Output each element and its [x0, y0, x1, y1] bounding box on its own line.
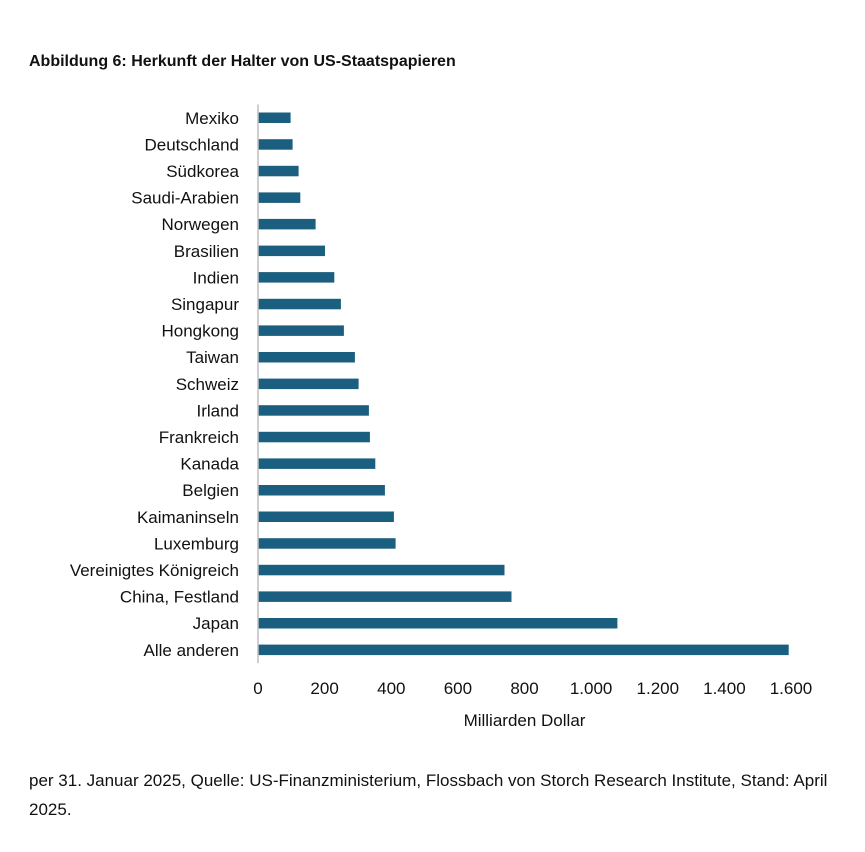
- chart-title: Abbildung 6: Herkunft der Halter von US-…: [29, 53, 456, 70]
- category-label: Schweiz: [176, 375, 239, 394]
- category-label: Japan: [193, 614, 239, 633]
- bar: [258, 405, 369, 416]
- category-label: Alle anderen: [144, 641, 239, 660]
- x-tick-label: 600: [444, 679, 472, 698]
- category-label: China, Festland: [120, 588, 239, 607]
- bar: [258, 139, 293, 150]
- bar: [258, 591, 512, 602]
- category-label: Belgien: [182, 481, 239, 500]
- bars-group: [258, 112, 789, 656]
- x-tick-label: 1.600: [770, 679, 813, 698]
- category-label: Singapur: [171, 295, 239, 314]
- category-label: Taiwan: [186, 348, 239, 367]
- x-tick-label: 0: [253, 679, 262, 698]
- category-label: Irland: [196, 401, 239, 420]
- x-tick-label: 1.200: [637, 679, 680, 698]
- bar: [258, 245, 325, 257]
- source-note: per 31. Januar 2025, Quelle: US-Finanzmi…: [29, 771, 828, 819]
- bar: [258, 378, 359, 390]
- category-label: Deutschland: [144, 135, 239, 154]
- bar: [258, 298, 341, 310]
- category-label: Hongkong: [161, 322, 239, 341]
- bar-chart: Mexiko Deutschland Südkorea Saudi-Arabien No…: [70, 104, 812, 730]
- bar: [258, 218, 316, 230]
- bar: [258, 325, 344, 336]
- category-label: Brasilien: [174, 242, 239, 261]
- category-label: Kaimaninseln: [137, 508, 239, 527]
- bar: [258, 644, 789, 656]
- x-tick-label: 800: [510, 679, 538, 698]
- x-tick-label: 400: [377, 679, 405, 698]
- bar: [258, 431, 370, 443]
- x-tick-label: 200: [310, 679, 338, 698]
- bar: [258, 538, 396, 549]
- category-label: Vereinigtes Königreich: [70, 561, 239, 580]
- category-label: Kanada: [180, 455, 239, 474]
- category-label: Südkorea: [166, 162, 239, 181]
- bar: [258, 112, 291, 123]
- bar: [258, 458, 376, 469]
- category-label: Frankreich: [159, 428, 239, 447]
- x-tick-label: 1.000: [570, 679, 613, 698]
- x-axis-title: Milliarden Dollar: [464, 711, 586, 730]
- category-label: Mexiko: [185, 109, 239, 128]
- bar: [258, 485, 385, 496]
- category-labels: Mexiko Deutschland Südkorea Saudi-Arabien No…: [70, 109, 240, 660]
- bar: [258, 618, 618, 629]
- bar: [258, 272, 335, 283]
- bar: [258, 192, 301, 203]
- x-tick-label: 1.400: [703, 679, 746, 698]
- category-label: Norwegen: [162, 215, 240, 234]
- x-tick-labels: 0 200 400 600 800 1.000 1.200 1.400 1.600: [253, 679, 812, 698]
- bar: [258, 564, 505, 576]
- bar: [258, 511, 394, 522]
- category-label: Indien: [193, 268, 239, 287]
- bar: [258, 352, 355, 363]
- category-label: Luxemburg: [154, 534, 239, 553]
- category-label: Saudi-Arabien: [131, 189, 239, 208]
- bar: [258, 165, 299, 177]
